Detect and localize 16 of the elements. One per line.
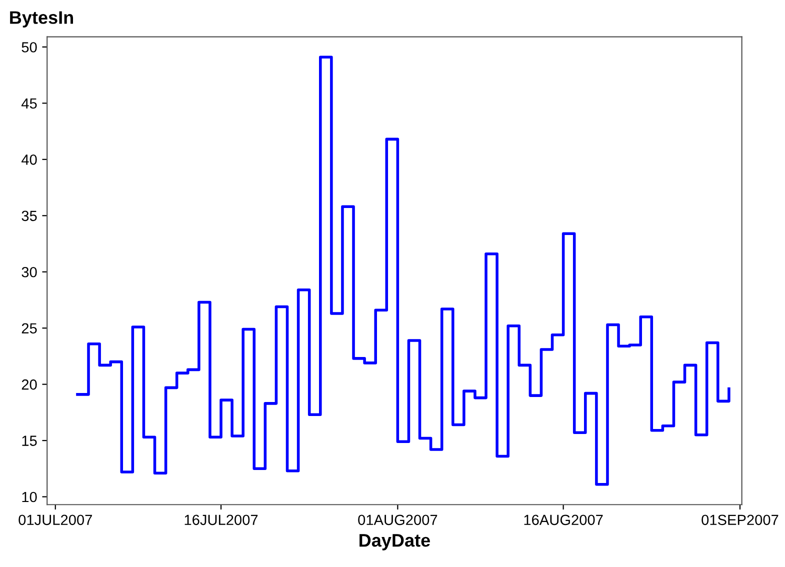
x-tick-label: 16JUL2007 bbox=[184, 514, 258, 526]
y-tick-label: 30 bbox=[22, 266, 37, 278]
y-tick-label: 40 bbox=[21, 154, 37, 165]
x-tick-label: 01SEP2007 bbox=[702, 514, 778, 526]
y-tick-label: 15 bbox=[22, 436, 37, 446]
y-tick-label: 35 bbox=[22, 210, 37, 222]
y-axis-title: BytesIn bbox=[10, 11, 73, 28]
y-tick-label: 10 bbox=[22, 492, 37, 502]
x-tick-label: 01JUL2007 bbox=[18, 514, 92, 526]
y-tick-label: 45 bbox=[21, 98, 37, 109]
x-axis-title: DayDate bbox=[360, 534, 430, 550]
y-tick-label: 20 bbox=[22, 379, 37, 390]
y-tick-label: 25 bbox=[22, 323, 37, 334]
y-tick-label: 50 bbox=[22, 42, 37, 52]
x-tick-label: 01AUG2007 bbox=[358, 514, 438, 526]
x-tick-label: 16AUG2007 bbox=[524, 514, 603, 526]
